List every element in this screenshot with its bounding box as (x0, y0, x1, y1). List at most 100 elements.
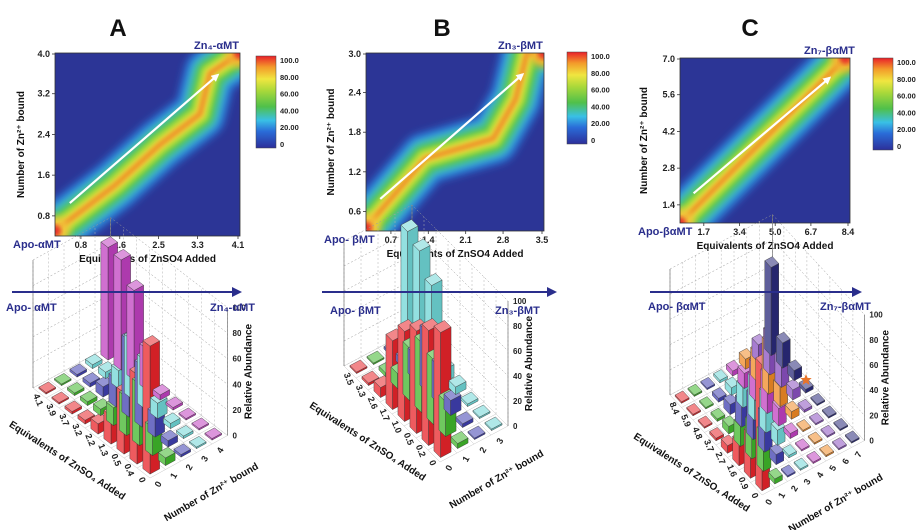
colorbar (566, 51, 588, 145)
start-label: Apo- βMT (330, 305, 381, 317)
z-tick-label: 80 (233, 329, 242, 338)
bar-face-top (366, 350, 385, 364)
bar-c-3d-2-5 (796, 419, 811, 433)
bar-face-top (697, 415, 713, 428)
colorbar (255, 55, 277, 149)
ridge-band-5 (55, 53, 240, 234)
x-tick-label: 3.5 (536, 235, 549, 245)
z-axis-label: Relative Abundance (880, 330, 891, 426)
bar-c-3d-3-7 (810, 393, 826, 407)
bar-c-3d-2-7 (821, 405, 837, 419)
category-tick-label: 2.2 (83, 432, 97, 447)
y-axis-label: Number of Zn²⁺ bound (162, 461, 260, 524)
bar-face-top (833, 418, 849, 430)
bar-c-3d-7-4 (726, 359, 741, 377)
bar-face-top (787, 359, 803, 371)
bar-c-3d-7-1 (687, 383, 703, 398)
start-label: Apo- αMT (6, 302, 57, 314)
bar-c-3d-1-7 (833, 418, 849, 432)
start-label: Apo-αMT (13, 239, 61, 251)
zn-tick-label: 0 (763, 497, 774, 506)
zn-tick-label: 2 (184, 463, 195, 472)
z-tick-label: 100 (869, 311, 883, 320)
end-label: Zn₇-βαMT (820, 301, 871, 313)
bar-face-top (204, 427, 222, 439)
colorbar-tick-label: 80.00 (591, 69, 610, 78)
end-label: Zn₄-αMT (194, 40, 239, 52)
y-tick-label: 1.2 (348, 167, 361, 177)
colorbar-tick-label: 60.00 (897, 92, 916, 101)
z-tick-label: 60 (233, 355, 242, 364)
y-tick-label: 4.0 (37, 49, 50, 59)
bar-face-top (796, 419, 811, 431)
bar-face-top (165, 396, 183, 408)
bar-c-3d-2-4 (783, 422, 799, 440)
colorbar-tick-label: 80.00 (280, 73, 299, 82)
bar-face-side (433, 325, 441, 459)
x-tick-label: 1.7 (698, 227, 711, 237)
z-tick-label: 60 (513, 347, 522, 356)
plot-frame (54, 52, 241, 237)
bar-c-3d-1-6 (820, 424, 836, 439)
y-tick-label: 3.0 (348, 49, 361, 59)
y-tick-label: 5.6 (662, 90, 675, 100)
y-tick-label: 4.2 (662, 126, 675, 136)
category-tick-label: 1.3 (96, 442, 110, 457)
bar-c-3d-4-7 (798, 378, 814, 394)
z-tick-label: 40 (233, 380, 242, 389)
z-tick-label: 20 (513, 397, 522, 406)
end-hotspot-core (839, 58, 850, 64)
category-tick-label: 4.1 (31, 392, 45, 407)
y-axis-label: Number of Zn²⁺ bound (16, 91, 27, 198)
z-axis-label: Relative Abundance (244, 323, 255, 419)
z-tick-label: 40 (513, 372, 522, 381)
bar-b-3d-1-2 (455, 411, 474, 429)
bar-face-top (400, 219, 419, 232)
bar-c-3d-4-0 (709, 427, 724, 442)
category-tick-label: 8.4 (668, 400, 682, 415)
y-tick-label: 7.0 (662, 54, 675, 64)
bar-face-top (450, 431, 469, 444)
bar-a-3d-1-4 (191, 417, 209, 431)
bar-b-3d-0-1 (450, 431, 469, 450)
colorbar-tick-label: 20.00 (897, 125, 916, 134)
bar-face-top (687, 383, 703, 396)
bar-b-3d-7-1 (366, 350, 385, 366)
z-tick-label: 80 (513, 322, 522, 331)
bar-face-top (100, 236, 118, 248)
colorbar-tick-label: 0 (897, 142, 901, 151)
bar-face-top (797, 398, 813, 411)
bar-a-3d-8-1 (54, 373, 72, 387)
bar-face-top (85, 353, 103, 366)
bar-face-top (69, 363, 87, 375)
bar-a-3d-2-3 (163, 412, 181, 430)
bar-c-3d-5-1 (710, 407, 726, 423)
zn-tick-label: 0 (153, 480, 164, 489)
bar-face-top (178, 407, 196, 419)
bar-a-3d-2-4 (178, 407, 196, 421)
bar-face-top (700, 377, 716, 389)
bar-face-top (783, 422, 799, 434)
bar-face-top (819, 444, 834, 456)
x-tick-label: 1.4 (422, 235, 435, 245)
bar-face-side (126, 284, 135, 381)
x-tick-label: 1.6 (113, 240, 126, 250)
bar-face-side (142, 340, 151, 475)
bars (38, 236, 222, 475)
y-tick-label: 0.8 (37, 211, 50, 221)
y-tick-label: 2.4 (348, 88, 361, 98)
bar-c-3d-0-7 (844, 430, 860, 444)
x-tick-label: 2.1 (459, 235, 472, 245)
bar-face-top (844, 430, 860, 442)
x-axis-label: Equivalents of ZnSO4 Added (79, 254, 216, 265)
bar-face-top (768, 467, 783, 480)
bar-a-3d-7-1 (67, 382, 85, 397)
progress-arrow (69, 73, 220, 204)
progress-arrow (379, 73, 525, 200)
floor-line (669, 394, 763, 496)
bar-b-3d-2-3 (460, 391, 479, 408)
zn-tick-label: 0 (443, 463, 454, 472)
category-tick-label: 0.2 (414, 443, 428, 458)
category-tick-label: 0 (749, 491, 760, 499)
panel-letter: B (433, 15, 450, 42)
